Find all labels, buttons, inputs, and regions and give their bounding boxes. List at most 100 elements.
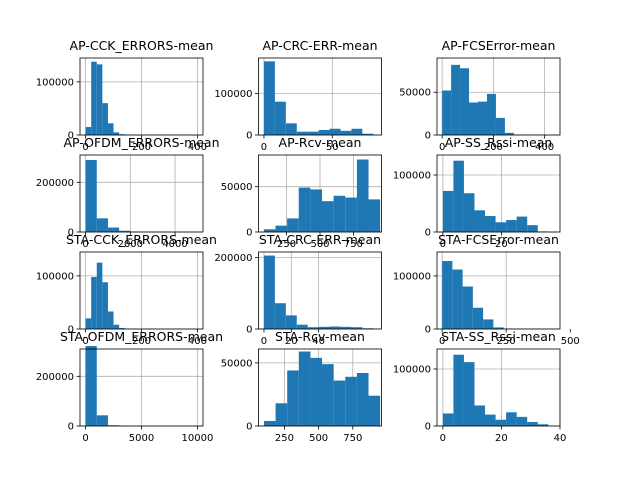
histogram-bar [516, 416, 528, 426]
histogram-bar [442, 190, 454, 232]
histogram-bar [340, 130, 352, 135]
histogram-bar [527, 225, 538, 232]
subplot-title: STA-Rcv-mean [275, 329, 365, 344]
histogram-bar [85, 318, 92, 329]
histogram-bar [333, 380, 346, 426]
histogram-bar [91, 276, 97, 329]
histogram-bar [504, 132, 514, 135]
histogram-bar [485, 216, 496, 232]
histogram-bar [96, 218, 108, 232]
histogram-bar [351, 128, 363, 135]
x-tick-label: 500 [310, 239, 329, 250]
histogram-bar [474, 405, 486, 426]
subplot-title: STA-FCSError-mean [438, 232, 559, 247]
x-tick-label: 400 [188, 336, 207, 347]
x-tick-label: 0 [440, 239, 446, 250]
histogram-bar [96, 64, 103, 135]
histogram-bar [310, 189, 323, 232]
histogram-bar [263, 61, 275, 136]
subplot-title: AP-SS_Rssi-mean [445, 135, 553, 150]
histogram-bar [516, 216, 528, 232]
subplot-title: AP-OFDM_ERRORS-mean [63, 135, 219, 150]
subplot-12: 0 20 40 0 100000 STA-SS_Rssi-mean [393, 329, 567, 444]
histogram-bar [463, 193, 475, 232]
x-tick-label: 250 [497, 336, 516, 347]
y-tick-label: 0 [68, 131, 74, 142]
subplot-2: 0 50 0 100000 AP-CRC-ERR-mean [214, 38, 382, 153]
histogram-bar [107, 311, 114, 329]
x-tick-label: 0 [439, 336, 445, 347]
histogram-bar [362, 133, 374, 135]
histogram-bar [274, 101, 286, 135]
axes-frame [258, 348, 382, 427]
histogram-bar [463, 362, 475, 426]
axes-frame [436, 348, 561, 427]
histogram-bar [113, 324, 120, 329]
histogram-bar [102, 282, 108, 329]
subplot-title: STA-OFDM_ERRORS-mean [60, 329, 223, 344]
histogram-bar [307, 327, 319, 329]
x-tick-label: 50 [326, 142, 339, 153]
histogram-bar [493, 327, 504, 329]
histogram-bar [318, 326, 330, 329]
y-tick-label: 100000 [393, 364, 431, 375]
x-tick-label: 200 [484, 142, 503, 153]
histogram-bar [485, 414, 496, 426]
subplot-title: AP-CCK_ERRORS-mean [70, 38, 214, 53]
histogram-bar [483, 319, 494, 329]
y-tick-label: 100000 [393, 170, 431, 181]
histogram-bar [85, 346, 97, 426]
histogram-bar [85, 127, 92, 135]
histogram-bar [506, 220, 517, 232]
histogram-bar [495, 117, 505, 135]
histogram-bar [96, 262, 103, 329]
y-tick-label: 0 [425, 325, 431, 336]
y-tick-label: 0 [68, 325, 74, 336]
axes-frame [258, 57, 382, 136]
histogram-bar [91, 61, 97, 136]
subplot-title: AP-Rcv-mean [279, 135, 362, 150]
y-tick-label: 100000 [36, 77, 74, 88]
x-tick-label: 200 [132, 336, 151, 347]
y-tick-label: 0 [425, 228, 431, 239]
histogram-bar [345, 197, 357, 232]
histogram-bar [307, 131, 319, 135]
y-tick-label: 0 [246, 131, 252, 142]
x-tick-label: 750 [343, 433, 362, 444]
y-tick-label: 0 [246, 228, 252, 239]
histogram-bar [333, 195, 346, 232]
y-tick-label: 100000 [36, 271, 74, 282]
histogram-bar [506, 412, 517, 426]
subplot-1: 0 200 400 0 100000 AP-CCK_ERRORS-mean [36, 38, 214, 153]
histogram-bar [537, 424, 549, 426]
x-tick-label: 500 [561, 336, 580, 347]
x-tick-label: 0 [82, 142, 88, 153]
x-tick-label: 0 [440, 433, 446, 444]
subplot-title: STA-CRC-ERR-mean [259, 232, 381, 247]
subplot-title: AP-FCSError-mean [442, 38, 556, 53]
histogram-bar [119, 327, 125, 329]
x-tick-label: 250 [277, 239, 296, 250]
histogram-bar [442, 90, 452, 135]
histogram-bar [472, 307, 484, 329]
histogram-bar [322, 201, 334, 232]
y-tick-label: 200000 [214, 253, 252, 264]
histogram-bar [442, 261, 453, 329]
y-tick-label: 200000 [36, 178, 74, 189]
y-tick-label: 200000 [36, 372, 74, 383]
histogram-bar [263, 420, 276, 426]
axes-frame [436, 57, 561, 136]
histogram-bar [340, 326, 352, 329]
x-tick-label: 40 [554, 433, 567, 444]
histogram-bar [460, 68, 470, 135]
histogram-bar [263, 229, 276, 232]
subplot-10: 0 5000 10000 0 200000 STA-OFDM_ERRORS-mean [36, 329, 223, 444]
axes-frame [436, 154, 561, 233]
histogram-bar [298, 187, 311, 232]
x-tick-label: 250 [275, 433, 294, 444]
histogram-bar [462, 286, 473, 329]
histogram-bar [527, 422, 538, 426]
y-tick-label: 0 [68, 422, 74, 433]
